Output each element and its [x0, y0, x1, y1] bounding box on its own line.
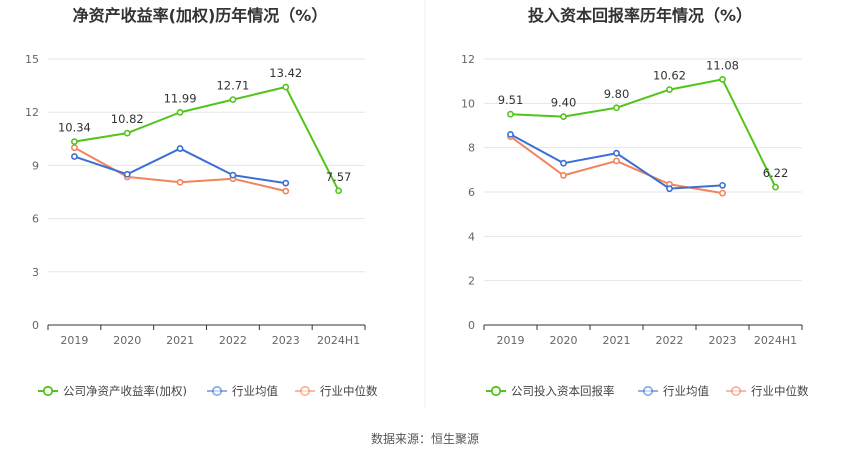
data-label: 10.82	[111, 112, 144, 126]
legend-item-mean[interactable]: 行业均值	[207, 384, 278, 398]
y-tick-label: 3	[32, 266, 39, 279]
data-point-company	[71, 138, 78, 146]
x-tick-label: 2021	[603, 334, 631, 347]
data-point-company	[229, 96, 237, 104]
data-point-mean	[719, 181, 726, 189]
data-point-company	[335, 187, 342, 195]
data-point-mean	[613, 149, 620, 157]
data-point-median	[613, 157, 620, 165]
data-point-median	[71, 144, 78, 152]
legend-item-company[interactable]: 公司净资产收益率(加权)	[38, 384, 187, 398]
data-point-mean	[229, 171, 237, 179]
x-tick-label: 2024H1	[754, 334, 797, 347]
legend-item-median[interactable]: 行业中位数	[726, 384, 809, 398]
y-tick-label: 2	[468, 275, 475, 288]
y-tick-label: 6	[32, 213, 39, 226]
data-label: 11.08	[706, 58, 739, 72]
y-tick-label: 4	[468, 230, 475, 243]
legend-label: 行业均值	[232, 384, 278, 398]
data-label: 13.42	[269, 66, 302, 80]
y-tick-label: 9	[32, 159, 39, 172]
roic-chart: 投入资本回报率历年情况（%） 0 2 4 6 8 10 12 2019 2020 2021 2022 2…	[461, 6, 809, 398]
data-point-median	[282, 187, 290, 195]
series-line-company	[510, 78, 777, 188]
data-point-median	[176, 178, 184, 186]
data-point-median	[560, 171, 567, 179]
data-point-company	[772, 183, 779, 191]
legend-item-median[interactable]: 行业中位数	[295, 384, 378, 398]
y-tick-label: 8	[468, 142, 475, 155]
data-point-mean	[123, 170, 131, 178]
data-label: 7.57	[326, 170, 352, 184]
legend-swatch-marker	[211, 385, 223, 397]
data-label: 10.62	[653, 69, 686, 83]
legend-item-company[interactable]: 公司投入资本回报率	[486, 384, 615, 398]
data-point-company	[282, 83, 290, 91]
data-point-mean	[176, 145, 184, 152]
y-tick-label: 12	[461, 53, 475, 66]
data-source: 数据来源：恒生聚源	[371, 431, 479, 446]
data-point-mean	[507, 130, 514, 138]
legend-label: 行业中位数	[751, 384, 809, 398]
data-label: 11.99	[164, 91, 197, 105]
data-point-mean	[282, 179, 290, 187]
data-label: 6.22	[763, 166, 789, 180]
x-tick-label: 2023	[709, 334, 737, 347]
data-point-company	[719, 75, 726, 83]
legend-label: 行业均值	[663, 384, 709, 398]
data-point-company	[666, 86, 673, 93]
x-tick-label: 2020	[113, 334, 141, 347]
y-tick-label: 6	[468, 186, 475, 199]
data-label: 9.40	[551, 96, 577, 110]
legend-swatch-marker	[42, 385, 54, 397]
legend-swatch-marker	[299, 385, 311, 397]
data-point-mean	[71, 153, 78, 160]
data-point-mean	[666, 185, 673, 193]
x-tick-label: 2022	[219, 334, 247, 347]
roe-chart: 净资产收益率(加权)历年情况（%） 0 3 6 9 12 15 2019 2020 2021 202…	[25, 6, 378, 398]
x-tick-label: 2020	[550, 334, 578, 347]
legend-label: 公司净资产收益率(加权)	[63, 384, 187, 398]
series-line-median	[509, 135, 723, 195]
data-label: 12.71	[216, 79, 249, 93]
data-label: 10.34	[58, 121, 91, 135]
legend-swatch-marker	[490, 385, 502, 397]
chart-title: 投入资本回报率历年情况（%）	[528, 6, 752, 25]
x-tick-label: 2019	[497, 334, 525, 347]
legend-item-mean[interactable]: 行业均值	[638, 384, 709, 398]
y-tick-label: 0	[32, 319, 39, 332]
y-tick-label: 15	[25, 53, 39, 66]
data-label: 9.80	[604, 87, 630, 101]
data-point-median	[719, 189, 726, 197]
x-tick-label: 2021	[166, 334, 194, 347]
y-tick-label: 10	[461, 97, 475, 110]
data-point-company	[123, 129, 131, 137]
data-point-company	[507, 110, 514, 118]
legend-swatch-marker	[730, 385, 742, 397]
x-tick-label: 2024H1	[317, 334, 360, 347]
data-point-mean	[560, 159, 567, 167]
data-label: 9.51	[498, 93, 524, 107]
legend-label: 公司投入资本回报率	[511, 384, 615, 398]
data-point-company	[560, 113, 567, 121]
chart-title: 净资产收益率(加权)历年情况（%）	[73, 6, 328, 25]
series-line-company	[74, 86, 340, 192]
x-tick-label: 2022	[656, 334, 684, 347]
legend-label: 行业中位数	[320, 384, 378, 398]
y-tick-label: 0	[468, 319, 475, 332]
y-tick-label: 12	[25, 106, 39, 119]
x-tick-label: 2023	[272, 334, 300, 347]
x-tick-label: 2019	[60, 334, 88, 347]
data-point-company	[176, 108, 184, 116]
data-point-company	[613, 104, 620, 112]
legend-swatch-marker	[642, 385, 654, 397]
